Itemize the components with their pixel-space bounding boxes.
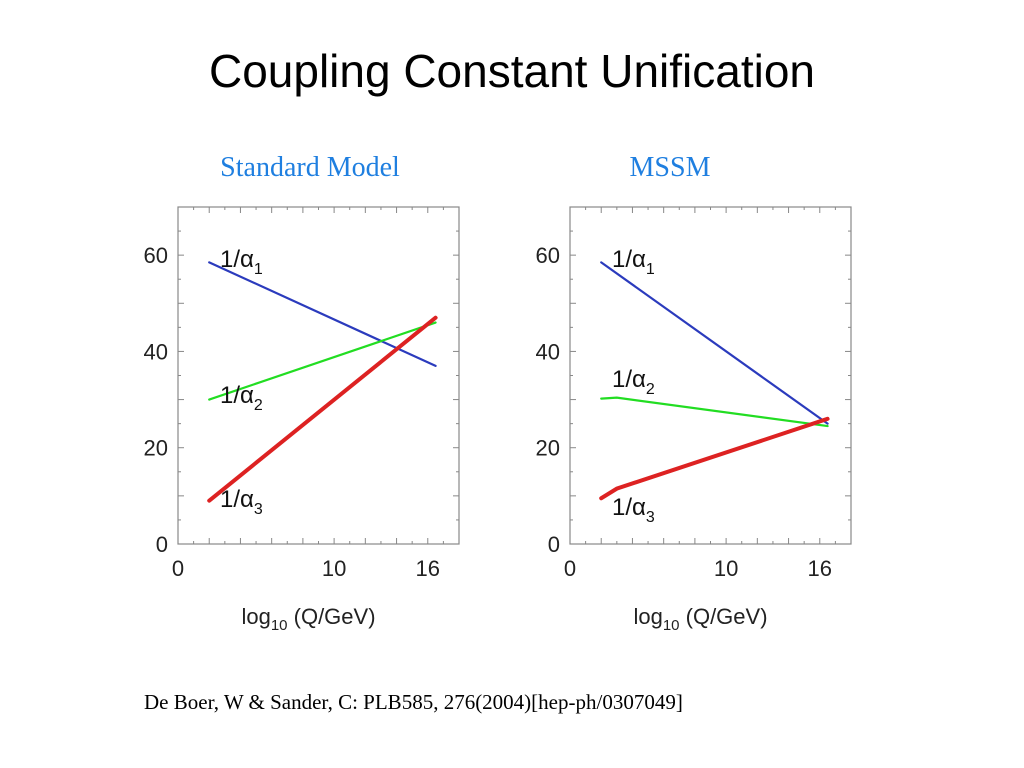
series-line-2 <box>208 321 437 401</box>
series-line-2 <box>600 396 829 428</box>
y-tick-label: 40 <box>144 339 168 364</box>
y-tick-label: 0 <box>156 532 168 557</box>
chart-mssm: 0 20 40 60 0 10 16 log10 (Q/GeV) 1/α1 1/α2 1/α3 <box>536 206 852 634</box>
series-label-2: 1/α2 <box>220 382 263 414</box>
y-tick-label: 20 <box>536 436 560 461</box>
chart-title-mssm: MSSM <box>629 152 711 183</box>
series-line-1 <box>600 261 829 425</box>
series-label-2: 1/α2 <box>612 366 655 398</box>
series-label-1: 1/α1 <box>220 246 263 278</box>
x-tick-label: 10 <box>322 556 346 581</box>
x-tick-label: 10 <box>714 556 738 581</box>
page-title: Coupling Constant Unification <box>208 45 816 97</box>
y-tick-label: 40 <box>536 339 560 364</box>
series-line-1 <box>208 261 437 367</box>
x-tick-label: 16 <box>808 556 832 581</box>
citation: De Boer, W & Sander, C: PLB585, 276(2004… <box>144 690 683 714</box>
series-line-3 <box>207 315 438 503</box>
series-line-3 <box>599 416 830 501</box>
series-label-1: 1/α1 <box>612 246 655 278</box>
y-tick-label: 0 <box>548 532 560 557</box>
series-label-3: 1/α3 <box>220 486 263 518</box>
x-axis-label: log10 (Q/GeV) <box>241 604 375 634</box>
x-tick-label: 0 <box>564 556 576 581</box>
chart-title-standard-model: Standard Model <box>220 152 400 183</box>
series-label-3: 1/α3 <box>612 494 655 526</box>
x-tick-label: 16 <box>416 556 440 581</box>
y-tick-label: 60 <box>536 243 560 268</box>
chart-standard-model: 0 20 40 60 0 10 16 log10 (Q/GeV) 1/α1 1/α2 1/α3 <box>144 206 460 634</box>
x-tick-label: 0 <box>172 556 184 581</box>
x-axis-label: log10 (Q/GeV) <box>633 604 767 634</box>
y-tick-label: 60 <box>144 243 168 268</box>
y-tick-label: 20 <box>144 436 168 461</box>
